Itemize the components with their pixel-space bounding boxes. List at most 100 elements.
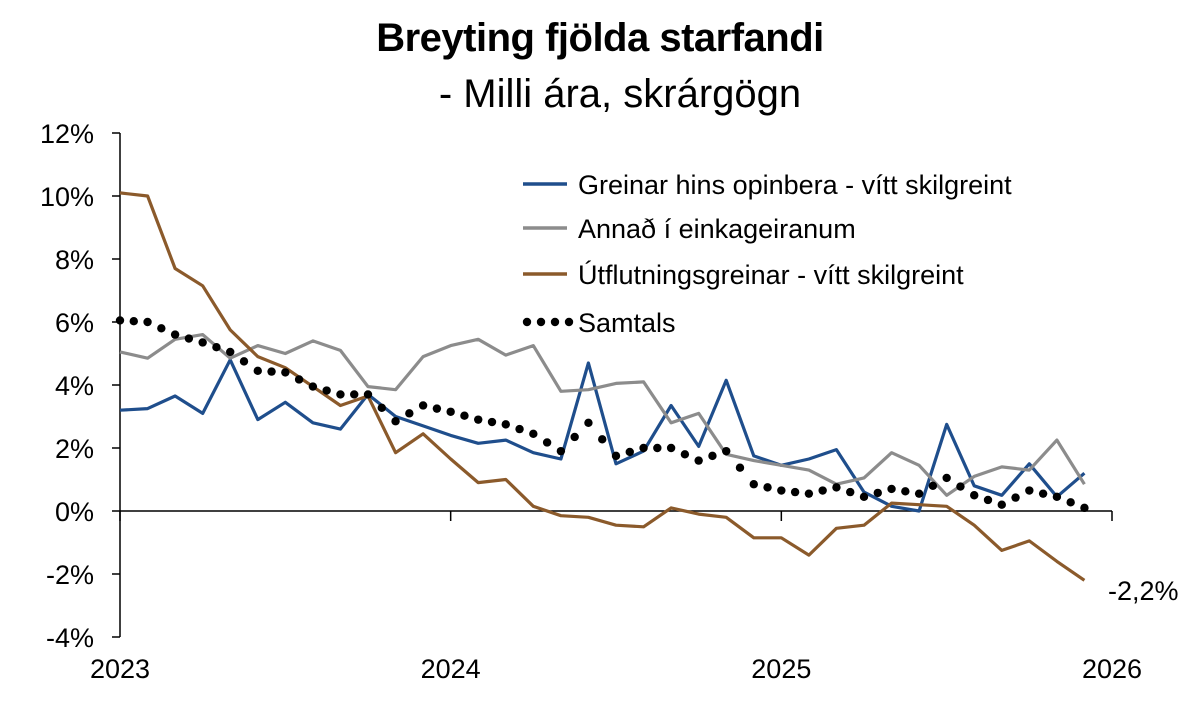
series-dot [184, 334, 194, 343]
legend-swatch-dot [564, 317, 574, 327]
series-dot [653, 443, 662, 453]
series-point [253, 366, 262, 376]
series-point [556, 446, 566, 456]
series-dot [625, 447, 634, 457]
series-point [914, 489, 924, 498]
series-dot [873, 488, 882, 498]
series-point [474, 415, 483, 424]
x-tick-label: 2023 [90, 654, 150, 684]
legend: Greinar hins opinbera - vítt skilgreint A… [522, 170, 1012, 338]
series-point [391, 417, 400, 426]
y-tick-label: -4% [46, 623, 94, 653]
series-dot [487, 417, 497, 427]
series-point [611, 451, 621, 461]
series-dot [542, 438, 552, 447]
series-point [336, 390, 345, 399]
series-dot [515, 424, 524, 434]
series-point [639, 443, 648, 453]
series-2 [119, 191, 1086, 582]
x-tick-label: 2025 [751, 654, 811, 684]
series-dot [129, 317, 138, 326]
chart-subtitle: - Milli ára, skrárgögn [438, 72, 802, 116]
series-point [170, 330, 180, 339]
series-point [226, 347, 235, 357]
series-point [970, 491, 979, 500]
series-line [119, 191, 1086, 582]
y-tick-label: 8% [55, 245, 94, 275]
series-dot [928, 481, 938, 490]
series-dot [377, 403, 386, 413]
series-dot [790, 487, 800, 497]
series-dot [680, 450, 690, 459]
series-line [119, 358, 1086, 513]
y-tick-label: 6% [55, 308, 94, 338]
series-dot [708, 451, 717, 461]
legend-swatch-dot [536, 317, 546, 327]
series-dot [405, 409, 414, 418]
legend-label: Samtals [578, 308, 676, 338]
series-dot [294, 375, 304, 384]
series-point [804, 489, 814, 498]
series-dot [956, 482, 965, 491]
legend-swatch-dot [550, 317, 560, 327]
series-point [997, 500, 1006, 509]
series-dot [1038, 489, 1048, 498]
chart-title: Breyting fjölda starfandi [376, 16, 824, 60]
series-point [1025, 486, 1034, 495]
y-tick-label: 2% [55, 434, 94, 464]
series-layer [115, 191, 1089, 582]
y-tick-label: 4% [55, 371, 94, 401]
series-point [694, 456, 703, 465]
series-3 [115, 316, 1089, 513]
series-point [418, 401, 428, 410]
series-point [584, 418, 593, 427]
series-0 [119, 358, 1086, 513]
series-point [501, 420, 510, 429]
series-dot [350, 390, 359, 399]
series-dot [157, 324, 166, 333]
series-dot [239, 357, 249, 366]
series-dot [983, 495, 993, 505]
series-point [859, 492, 869, 502]
y-tick-label: 12% [40, 119, 94, 149]
x-tick-label: 2024 [421, 654, 481, 684]
series-1 [119, 333, 1086, 497]
series-point [115, 316, 125, 325]
end-value-label: -2,2% [1108, 576, 1179, 606]
series-point [722, 446, 731, 456]
series-dot [432, 404, 442, 413]
x-tick-label: 2026 [1082, 654, 1142, 684]
series-point [942, 473, 951, 483]
legend-label: Útflutningsgreinar - vítt skilgreint [578, 259, 964, 290]
series-dot [735, 463, 745, 472]
series-dot [846, 487, 855, 497]
y-tick-label: 0% [55, 497, 94, 527]
series-point [777, 486, 786, 495]
series-dot [818, 486, 827, 495]
series-point [666, 443, 676, 453]
series-point [143, 317, 152, 327]
series-point [887, 484, 896, 494]
series-dot [901, 487, 910, 496]
series-point [308, 382, 318, 391]
series-line [119, 333, 1086, 497]
series-point [529, 429, 538, 439]
series-dot [598, 435, 607, 444]
series-point [1080, 503, 1089, 513]
series-point [281, 368, 290, 377]
series-dot [1011, 493, 1020, 502]
series-dot [1066, 498, 1075, 507]
legend-label: Greinar hins opinbera - vítt skilgreint [578, 170, 1012, 200]
series-point [1052, 492, 1062, 502]
series-point [198, 338, 207, 347]
series-dot [267, 367, 276, 376]
series-point [446, 407, 455, 416]
series-point [363, 390, 373, 399]
series-dot [212, 343, 221, 352]
series-dot [460, 411, 469, 420]
series-dot [763, 483, 772, 492]
series-dot [570, 432, 579, 442]
axes: -4% -2% 0% 2% 4% 6% 8% 10% 12% 2023 2024 2025 2026 [40, 119, 1142, 684]
series-point [832, 483, 841, 492]
legend-label: Annað í einkageiranum [578, 214, 856, 244]
